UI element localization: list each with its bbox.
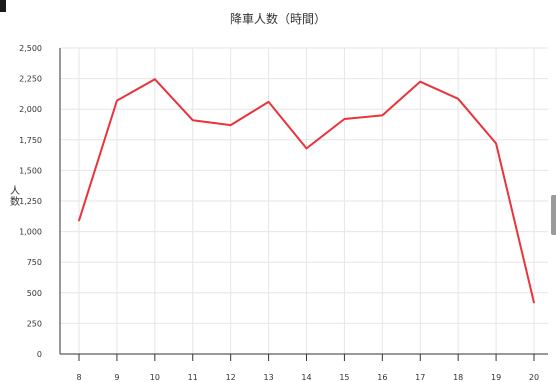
x-tick-label: 13	[263, 373, 273, 382]
data-point	[116, 99, 118, 102]
y-tick-label: 2,500	[19, 44, 42, 53]
side-scroll-tab[interactable]	[551, 195, 556, 235]
y-tick-label: 1,250	[19, 197, 42, 206]
x-tick-label: 16	[377, 373, 387, 382]
data-point	[267, 101, 270, 103]
x-tick-label: 19	[491, 373, 501, 382]
data-point	[495, 142, 497, 145]
y-tick-label: 0	[37, 350, 42, 359]
chart-title: 降車人数（時間）	[229, 12, 326, 26]
y-tick-label: 500	[27, 289, 42, 298]
x-tick-label: 9	[114, 373, 119, 382]
data-point	[229, 124, 232, 126]
x-tick-label: 12	[226, 373, 236, 382]
data-point	[343, 118, 346, 120]
y-tick-label: 250	[27, 319, 42, 328]
x-tick-label: 18	[453, 373, 463, 382]
data-point	[78, 219, 80, 222]
y-tick-label: 750	[27, 258, 42, 267]
x-tick-label: 11	[188, 373, 198, 382]
y-tick-label: 1,750	[19, 136, 42, 145]
data-point	[419, 80, 422, 83]
data-point	[457, 97, 459, 100]
data-point	[533, 301, 535, 304]
x-tick-label: 10	[150, 373, 160, 382]
data-point	[305, 147, 308, 150]
x-tick-label: 20	[529, 373, 539, 382]
x-tick-label: 15	[339, 373, 349, 382]
y-tick-label: 2,000	[19, 105, 42, 114]
data-point	[154, 78, 156, 81]
corner-marker	[0, 0, 6, 12]
x-tick-label: 14	[301, 373, 311, 382]
y-tick-label: 1,500	[19, 166, 42, 175]
data-point	[381, 114, 384, 117]
y-tick-label: 2,250	[19, 75, 42, 84]
y-axis-label: 人数	[10, 186, 20, 208]
x-tick-label: 8	[76, 373, 81, 382]
x-tick-label: 17	[415, 373, 425, 382]
data-point	[191, 119, 194, 122]
y-tick-label: 1,000	[19, 228, 42, 237]
